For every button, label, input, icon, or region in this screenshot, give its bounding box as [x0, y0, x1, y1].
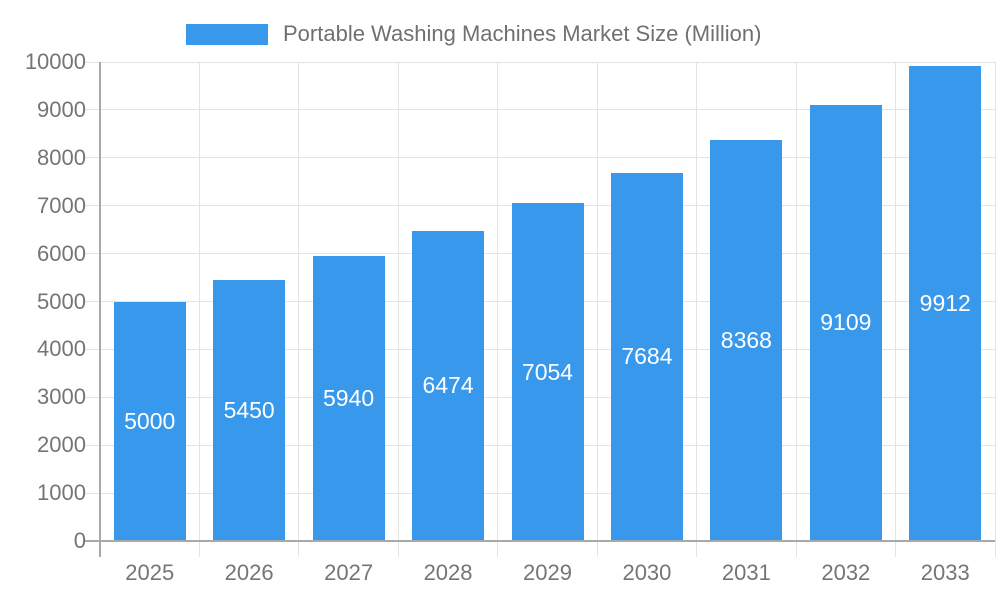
bar: 8368 [710, 140, 783, 541]
bar: 5450 [213, 279, 286, 541]
bar: 9912 [909, 66, 982, 541]
legend[interactable]: Portable Washing Machines Market Size (M… [186, 21, 761, 47]
gridline-vertical [895, 62, 897, 557]
bar-value-label: 5000 [124, 407, 176, 434]
bar-value-label: 9109 [820, 309, 872, 336]
bar: 7054 [511, 203, 584, 541]
y-axis-tick-label: 5000 [37, 288, 86, 314]
gridline-vertical [696, 62, 698, 557]
y-axis-tick-label: 10000 [24, 49, 86, 74]
x-axis-tick-label: 2032 [821, 560, 871, 585]
y-axis-tick-label: 7000 [37, 192, 86, 218]
gridline-vertical [397, 62, 399, 557]
bar-value-label: 5940 [323, 385, 375, 412]
x-axis-tick-label: 2027 [324, 560, 374, 585]
x-axis-tick-label: 2028 [423, 560, 473, 585]
x-axis-tick-label: 2033 [920, 560, 970, 585]
bar-value-label: 8368 [720, 327, 772, 354]
x-axis-tick-label: 2025 [125, 560, 175, 585]
gridline-horizontal [85, 109, 995, 111]
gridline-vertical [795, 62, 797, 557]
bar: 5940 [312, 256, 385, 541]
y-axis-tick-label: 4000 [37, 336, 86, 362]
x-axis-tick-label: 2029 [523, 560, 572, 585]
y-axis-tick-label: 3000 [37, 384, 86, 410]
legend-swatch [186, 23, 268, 45]
y-axis-tick-label: 8000 [37, 144, 86, 170]
gridline-vertical [994, 62, 996, 557]
y-axis-tick-label: 2000 [37, 432, 86, 458]
y-axis-tick-label: 9000 [37, 96, 86, 122]
gridline-vertical [298, 62, 300, 557]
y-axis-line [99, 62, 101, 557]
gridline-horizontal [85, 157, 995, 159]
y-axis-tick-label: 1000 [37, 480, 86, 506]
bar: 7684 [610, 172, 683, 541]
bar-value-label: 7684 [621, 343, 673, 370]
bar: 5000 [113, 301, 186, 541]
gridline-vertical [497, 62, 499, 557]
x-axis-line [85, 540, 995, 542]
bar: 9109 [809, 104, 882, 541]
bar-value-label: 7054 [521, 358, 574, 385]
y-axis-tick-label: 6000 [37, 240, 86, 266]
bar-value-label: 9912 [919, 290, 971, 317]
gridline-vertical [198, 62, 200, 557]
bar: 6474 [412, 230, 485, 541]
bar-value-label: 6474 [422, 372, 474, 399]
gridline-horizontal [85, 61, 995, 63]
legend-label: Portable Washing Machines Market Size (M… [283, 21, 762, 46]
gridline-vertical [596, 62, 598, 557]
x-axis-tick-label: 2031 [721, 560, 771, 585]
y-axis-tick-label: 0 [73, 528, 86, 553]
x-axis-tick-label: 2026 [224, 560, 274, 585]
x-axis-tick-label: 2030 [622, 560, 672, 585]
bar-value-label: 5450 [223, 396, 275, 423]
